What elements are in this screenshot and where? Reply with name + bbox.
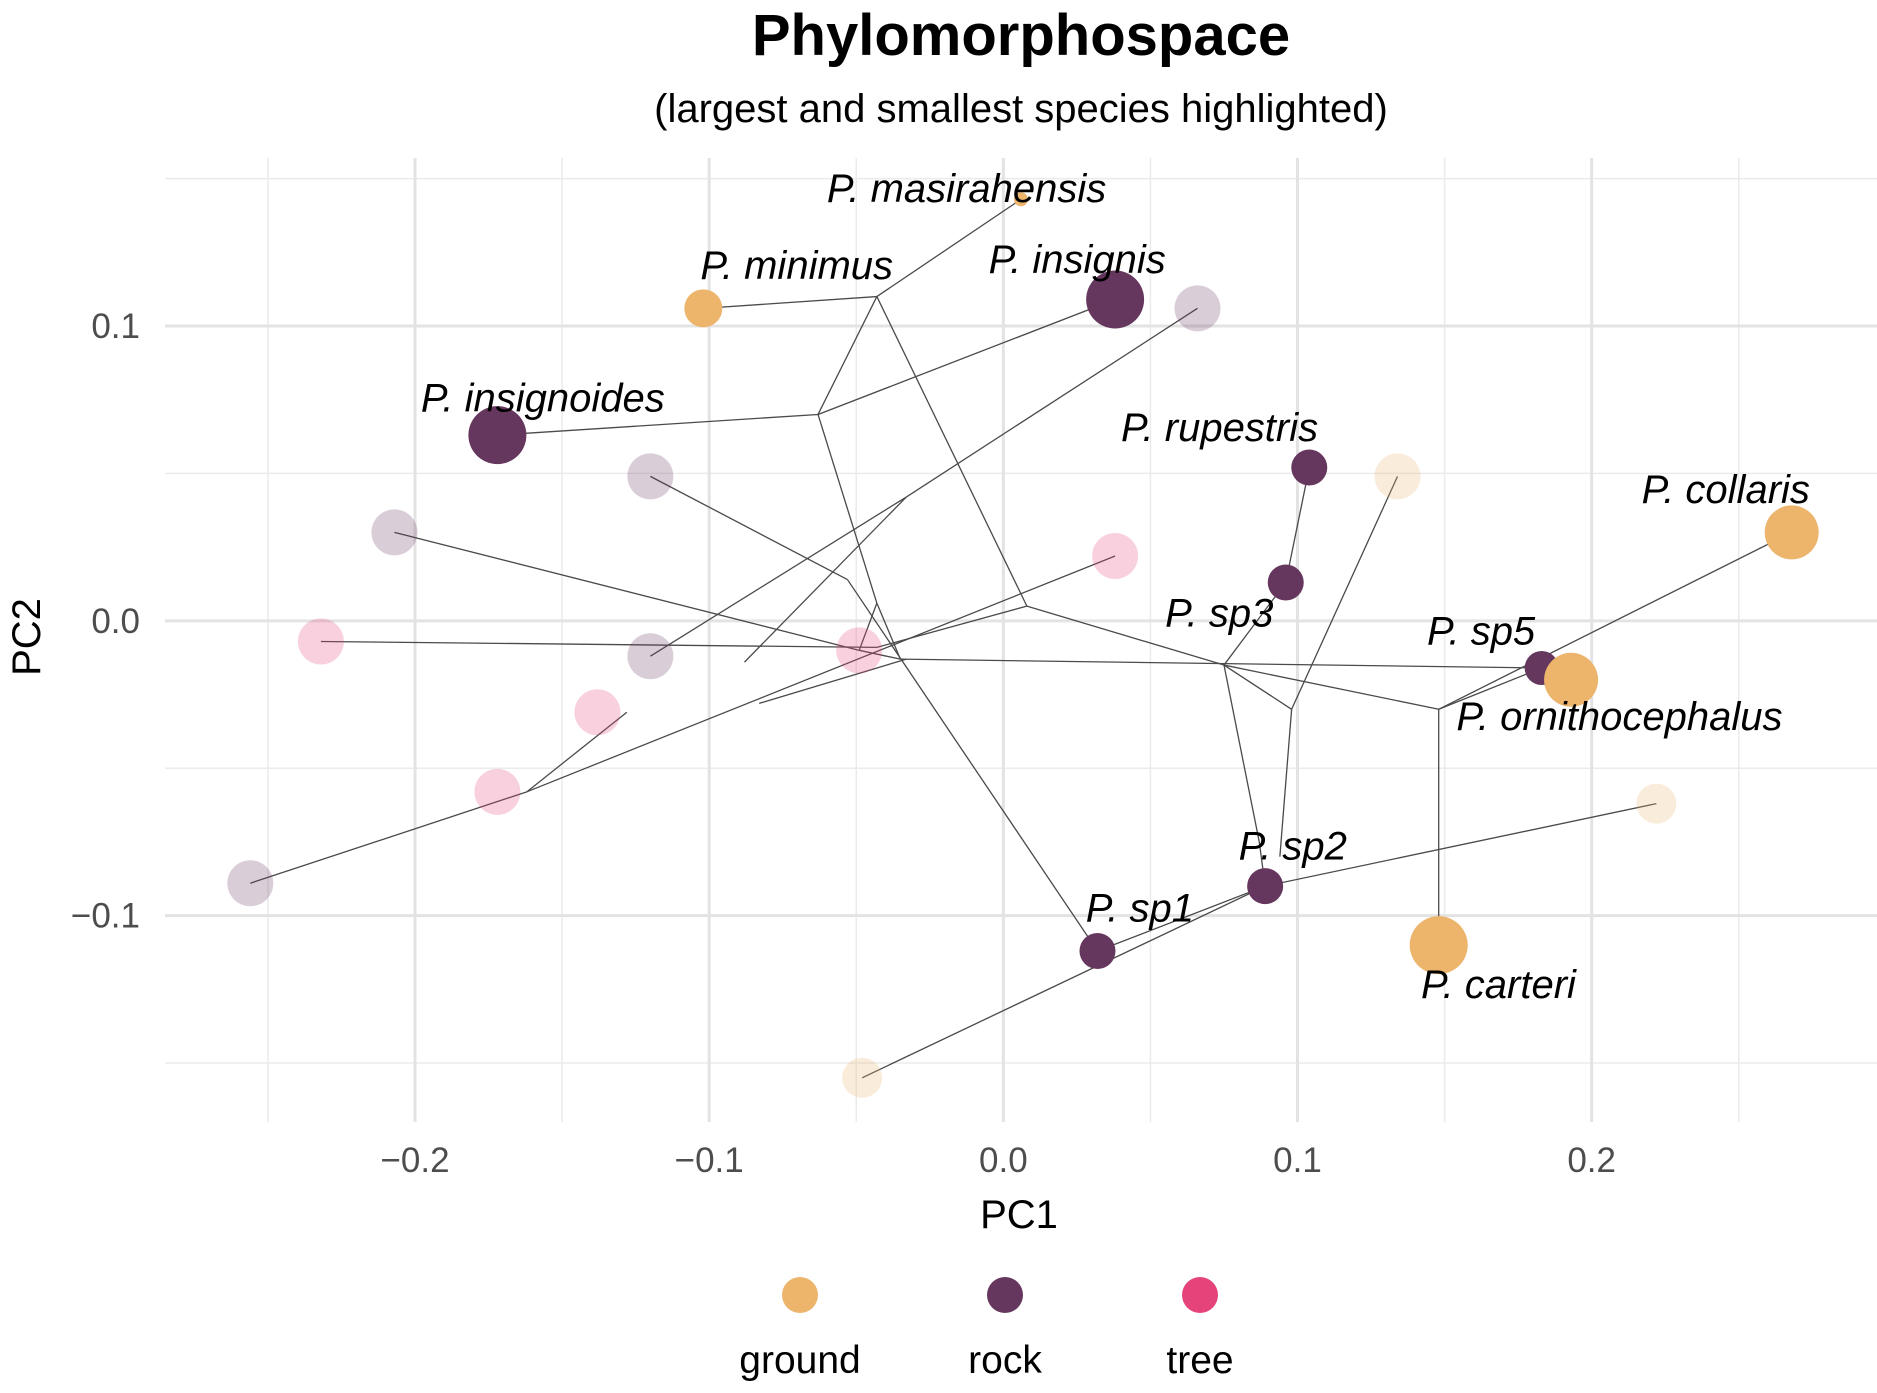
y-tick-label: −0.1 (71, 897, 140, 936)
tree-branch (905, 307, 1198, 498)
species-point-ground (1544, 652, 1599, 707)
x-axis-title: PC1 (980, 1193, 1058, 1237)
species-point-tree (574, 689, 621, 736)
tree-branch (1438, 531, 1792, 710)
species-label: P. sp2 (1239, 825, 1347, 869)
tree-branch (526, 711, 628, 793)
legend: ground rock tree (739, 1277, 1234, 1382)
tree-branch (1291, 476, 1399, 710)
x-tick-label: −0.2 (380, 1141, 449, 1180)
species-label: P. collaris (1642, 468, 1810, 512)
tree-branch (1279, 709, 1293, 857)
species-label: P. masirahensis (827, 167, 1106, 211)
tree-branch (817, 298, 1116, 416)
tree-branch (1223, 664, 1439, 710)
legend-label-tree: tree (1166, 1339, 1233, 1382)
tree-branch (817, 414, 878, 604)
species-point-rock (1247, 868, 1284, 905)
legend-key-ground (782, 1277, 818, 1313)
species-point-ground (1764, 505, 1819, 560)
species-point-ground (1374, 453, 1421, 500)
species-point-ground (1636, 783, 1677, 824)
tree-branch (759, 658, 907, 705)
species-point-tree (1092, 532, 1139, 579)
species-label: P. sp3 (1165, 592, 1273, 636)
tree-branch (744, 496, 907, 663)
species-label: P. sp5 (1427, 609, 1536, 653)
species-label: P. rupestris (1121, 406, 1318, 450)
x-tick-label: 0.1 (1273, 1141, 1322, 1180)
species-point-rock (1086, 270, 1145, 329)
axis-ticks: −0.2 −0.1 0.0 0.1 0.2 0.1 0.0 −0.1 (71, 307, 1616, 1180)
tree-branch (1265, 802, 1657, 887)
y-tick-label: 0.1 (91, 307, 140, 346)
x-tick-label: −0.1 (675, 1141, 744, 1180)
chart-subtitle: (largest and smallest species highlighte… (654, 87, 1388, 131)
species-point-ground (1014, 192, 1028, 207)
species-labels: P. masirahensis P. minimus P. insignis P. i… (421, 167, 1810, 1007)
legend-label-rock: rock (968, 1339, 1042, 1382)
legend-key-tree (1182, 1277, 1218, 1313)
x-tick-label: 0.0 (979, 1141, 1028, 1180)
species-label: P. insignoides (421, 377, 665, 421)
grid (165, 158, 1877, 1122)
tree-branch (250, 791, 528, 884)
species-point-rock (627, 633, 674, 680)
species-point-ground (842, 1057, 883, 1098)
species-point-rock (1079, 933, 1116, 970)
tree-branch (703, 295, 877, 309)
tree-branch (1026, 605, 1225, 666)
species-point-rock (1291, 449, 1328, 486)
species-point-tree (297, 618, 344, 665)
tree-branch (876, 605, 1028, 648)
tree-branches (250, 198, 1792, 1079)
species-point-rock (627, 453, 674, 500)
species-label: P. sp1 (1086, 887, 1194, 931)
species-point-tree (474, 768, 521, 815)
species-label: P. ornithocephalus (1456, 695, 1782, 739)
tree-branch (876, 602, 901, 660)
legend-label-ground: ground (739, 1339, 860, 1382)
species-point-rock (1267, 564, 1304, 601)
tree-branch (650, 475, 848, 581)
species-label: P. insignis (989, 238, 1166, 282)
tree-branch (394, 531, 860, 651)
tree-branch (1285, 467, 1310, 583)
species-label: P. minimus (700, 244, 893, 288)
tree-branch (1223, 664, 1292, 710)
tree-branch (859, 649, 901, 660)
species-point-tree (836, 627, 883, 674)
species-point-rock (468, 406, 527, 465)
tree-branch (497, 413, 819, 436)
x-tick-label: 0.2 (1567, 1141, 1616, 1180)
tree-branch (817, 296, 878, 415)
species-point-ground (1409, 916, 1468, 975)
tree-branch (876, 198, 1022, 298)
species-point-rock (1174, 285, 1221, 332)
tree-branch (1223, 664, 1260, 843)
tree-branch (526, 555, 1116, 793)
tree-branch (861, 885, 1266, 1079)
tree-branch (320, 640, 877, 649)
legend-key-rock (987, 1277, 1023, 1313)
tree-branch (1438, 667, 1542, 710)
y-tick-label: 0.0 (91, 602, 140, 641)
species-point-rock (371, 509, 418, 556)
y-axis-title: PC2 (5, 598, 49, 676)
tree-branch (1097, 885, 1266, 952)
species-point-rock (227, 860, 274, 907)
species-points (227, 192, 1819, 1098)
species-label: P. carteri (1421, 963, 1577, 1007)
tree-branch (876, 296, 1028, 607)
chart-title: Phylomorphospace (752, 3, 1290, 68)
species-point-ground (684, 289, 723, 328)
tree-branch (858, 602, 878, 651)
tree-branch (650, 496, 907, 657)
tree-branch (846, 579, 1099, 952)
